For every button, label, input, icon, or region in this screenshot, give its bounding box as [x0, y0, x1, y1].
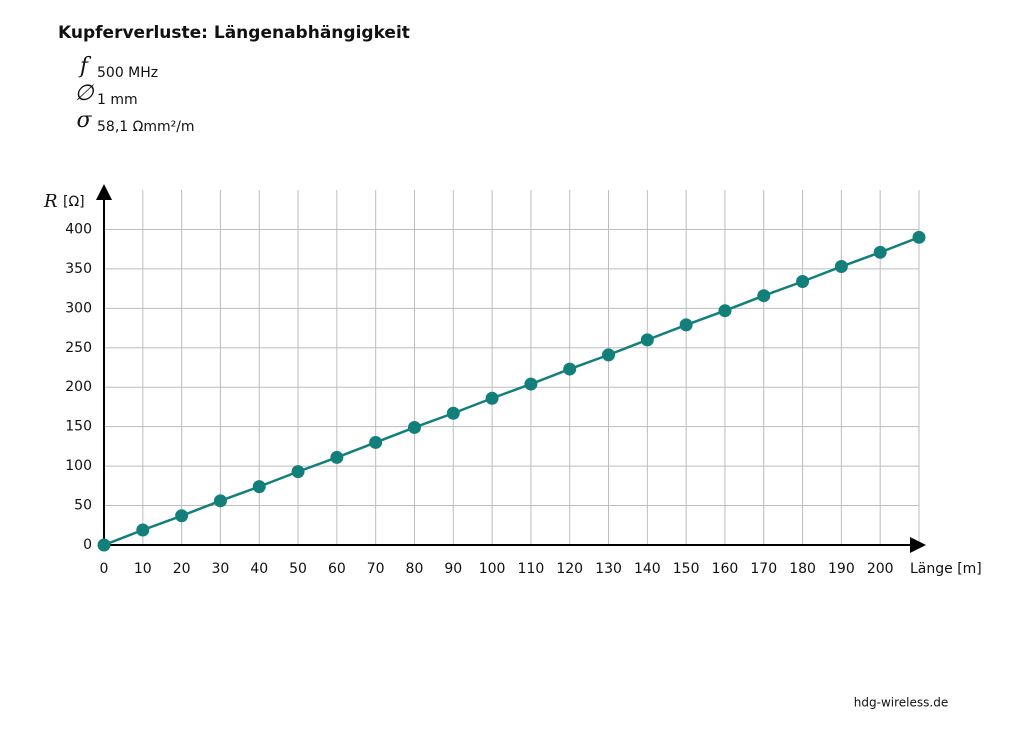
data-point — [718, 304, 732, 318]
data-point — [912, 230, 926, 244]
x-tick-label: 190 — [828, 561, 855, 577]
y-tick-label: 400 — [65, 221, 92, 237]
parameter-value: 500 MHz — [97, 65, 158, 81]
data-point — [524, 377, 538, 391]
y-tick-label: 0 — [83, 537, 92, 553]
data-point — [330, 450, 344, 464]
data-point — [213, 494, 227, 508]
x-tick-label: 80 — [406, 561, 424, 577]
x-tick-label: 30 — [212, 561, 230, 577]
data-point — [873, 245, 887, 259]
x-tick-label: 180 — [789, 561, 816, 577]
data-point — [679, 318, 693, 332]
parameter-symbol: f — [78, 54, 92, 79]
x-tick-label: 170 — [750, 561, 777, 577]
x-tick-label: 10 — [134, 561, 152, 577]
chart-title: Kupferverluste: Längenabhängigkeit — [58, 23, 410, 43]
data-point — [252, 480, 266, 494]
y-tick-label: 50 — [74, 498, 92, 514]
y-tick-label: 150 — [65, 419, 92, 435]
y-tick-label: 350 — [65, 261, 92, 277]
data-point — [97, 538, 111, 552]
x-label: Länge [m] — [910, 561, 982, 577]
data-point — [407, 420, 421, 434]
x-tick-label: 130 — [595, 561, 622, 577]
x-tick-label: 40 — [250, 561, 268, 577]
x-tick-label: 90 — [444, 561, 462, 577]
data-point — [563, 362, 577, 376]
x-tick-label: 200 — [867, 561, 894, 577]
x-tick-label: 160 — [712, 561, 739, 577]
x-tick-label: 120 — [556, 561, 583, 577]
x-tick-label: 50 — [289, 561, 307, 577]
data-point — [796, 275, 810, 289]
data-point — [834, 260, 848, 274]
parameter-symbol: σ — [76, 108, 92, 133]
x-tick-label: 70 — [367, 561, 385, 577]
parameter-value: 58,1 Ωmm²/m — [97, 119, 195, 135]
x-tick-label: 0 — [100, 561, 109, 577]
x-tick-label: 20 — [173, 561, 191, 577]
data-point — [175, 509, 189, 523]
y-label-unit: [Ω] — [63, 194, 85, 210]
data-point — [602, 348, 616, 362]
data-line — [103, 236, 920, 547]
x-tick-label: 140 — [634, 561, 661, 577]
y-tick-label: 250 — [65, 340, 92, 356]
y-tick-label: 100 — [65, 458, 92, 474]
data-point — [640, 333, 654, 347]
footer: hdg-wireless.de — [854, 696, 948, 710]
data-point — [136, 523, 150, 537]
x-tick-label: 150 — [673, 561, 700, 577]
data-point — [485, 391, 499, 405]
parameter-symbol: ∅ — [74, 81, 94, 106]
data-point — [291, 465, 305, 479]
x-tick-label: 110 — [518, 561, 545, 577]
data-point — [369, 435, 383, 449]
x-tick-label: 60 — [328, 561, 346, 577]
x-tick-label: 100 — [479, 561, 506, 577]
data-point — [446, 406, 460, 420]
y-tick-label: 200 — [65, 379, 92, 395]
y-tick-label: 300 — [65, 300, 92, 316]
y-label-symbol: R — [43, 191, 58, 212]
data-point — [757, 289, 771, 303]
parameter-value: 1 mm — [97, 92, 138, 108]
